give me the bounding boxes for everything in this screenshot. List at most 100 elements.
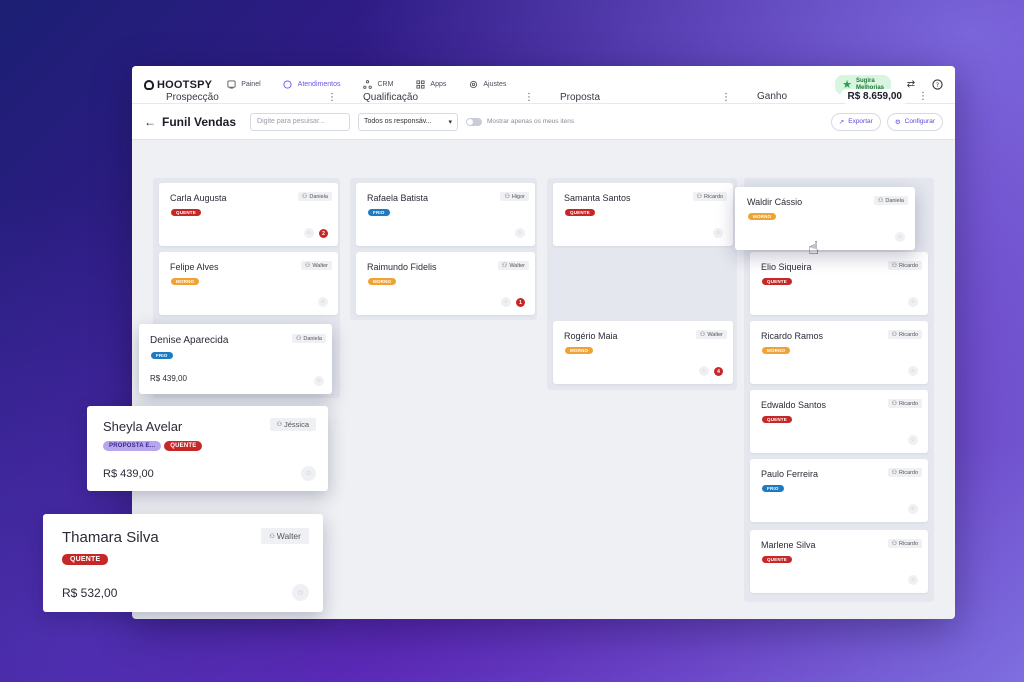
status-badge: FRIO — [762, 485, 784, 492]
owner-chip: ⚇ Jéssica — [269, 418, 316, 431]
more-icon[interactable]: ⋮ — [918, 91, 928, 102]
comment-icon[interactable]: ◌ — [713, 228, 723, 238]
svg-text:?: ? — [935, 81, 938, 89]
deal-card[interactable]: Raimundo Fidelis ⚇ Walter MORNO ◌ 1 — [356, 252, 535, 315]
status-badge: QUENTE — [171, 209, 201, 216]
top-nav: HOOTSPY Painel Atendimentos CRM Apps Aju… — [132, 66, 955, 104]
person-icon: ⚇ — [891, 541, 898, 547]
owner-chip: ⚇ Ricardo — [887, 261, 922, 270]
deal-card-dragged[interactable]: Waldir Cássio ⚇ Daniela MORNO ◌ — [735, 187, 915, 250]
unread-count: 4 — [714, 367, 723, 376]
chat-icon — [283, 80, 293, 90]
comment-icon[interactable]: ◌ — [908, 435, 918, 445]
status-badge: QUENTE — [762, 416, 792, 423]
deal-value: R$ 532,00 — [62, 586, 118, 600]
comment-icon[interactable]: ◌ — [292, 584, 309, 601]
deal-card[interactable]: Samanta Santos ⚇ Ricardo QUENTE ◌ — [553, 183, 733, 246]
person-icon: ⚇ — [699, 332, 706, 338]
deal-card[interactable]: Ricardo Ramos ⚇ Ricardo MORNO ◌ — [750, 321, 928, 384]
swap-icon[interactable]: ⇄ — [906, 79, 916, 90]
apps-icon — [415, 80, 425, 90]
column-total: R$ 8.659,00 — [839, 89, 910, 104]
person-icon: ⚇ — [269, 533, 275, 540]
comment-icon[interactable]: ◌ — [908, 504, 918, 514]
comment-icon[interactable]: ◌ — [895, 232, 905, 242]
configure-button[interactable]: ⚙ Configurar — [886, 112, 943, 131]
nav-ajustes[interactable]: Ajustes — [468, 80, 506, 90]
comment-icon[interactable]: ◌ — [501, 297, 511, 307]
deal-card[interactable]: Edwaldo Santos ⚇ Ricardo QUENTE ◌ — [750, 390, 928, 453]
export-button[interactable]: ↗ Exportar — [830, 112, 881, 131]
comment-icon[interactable]: ◌ — [304, 228, 314, 238]
owner-chip: ⚇ Ricardo — [887, 399, 922, 408]
help-icon[interactable]: ? — [931, 79, 943, 91]
deal-card[interactable]: Elio Siqueira ⚇ Ricardo QUENTE ◌ — [750, 252, 928, 315]
person-icon: ⚇ — [877, 198, 884, 204]
dashboard-icon — [226, 80, 236, 90]
comment-icon[interactable]: ◌ — [699, 366, 709, 376]
person-icon: ⚇ — [276, 422, 282, 428]
owl-icon — [144, 79, 154, 90]
status-badge: QUENTE — [62, 554, 109, 565]
deal-card-dragged[interactable]: Denise Aparecida ⚇ Daniela FRIO R$ 439,00… — [139, 324, 332, 394]
status-badge: MORNO — [565, 347, 594, 354]
owner-chip: ⚇ Daniela — [873, 196, 908, 205]
nav-crm[interactable]: CRM — [362, 80, 393, 90]
grab-cursor-icon: ☝ — [808, 238, 819, 258]
comment-icon[interactable]: ◌ — [908, 366, 918, 376]
deal-card-zoomed[interactable]: Sheyla Avelar ⚇ Jéssica PROPOSTA E... QUE… — [87, 406, 328, 491]
nav-atendimentos[interactable]: Atendimentos — [283, 80, 340, 90]
column-header-ganho: Ganho R$ 8.659,00 ⋮ — [757, 89, 928, 104]
status-badge: MORNO — [171, 278, 200, 285]
person-icon: ⚇ — [501, 263, 508, 269]
gear-icon — [468, 80, 478, 90]
deal-card[interactable]: Marlene Silva ⚇ Ricardo QUENTE ◌ — [750, 530, 928, 593]
more-icon[interactable]: ⋮ — [327, 92, 337, 103]
person-icon: ⚇ — [891, 401, 898, 407]
person-icon: ⚇ — [891, 263, 898, 269]
owner-chip: ⚇ Higor — [500, 192, 529, 201]
unread-count: 1 — [516, 298, 525, 307]
status-badge: QUENTE — [762, 278, 792, 285]
comment-icon[interactable]: ◌ — [318, 297, 328, 307]
deal-card-zoomed[interactable]: Thamara Silva ⚇ Walter QUENTE R$ 532,00 ◌ — [43, 514, 323, 612]
owner-select[interactable]: Todos os responsáv... ▾ — [358, 112, 459, 131]
owner-chip: ⚇ Ricardo — [887, 330, 922, 339]
chevron-down-icon: ▾ — [448, 118, 453, 126]
nav-painel[interactable]: Painel — [226, 80, 261, 90]
comment-icon[interactable]: ◌ — [301, 466, 316, 481]
deal-card[interactable]: Rogério Maia ⚇ Walter MORNO ◌ 4 — [553, 321, 733, 384]
owner-chip: ⚇ Walter — [300, 261, 332, 270]
nav-apps[interactable]: Apps — [415, 80, 446, 90]
status-badge: MORNO — [748, 213, 777, 220]
person-icon: ⚇ — [304, 263, 311, 269]
star-icon: ★ — [842, 78, 852, 91]
gear-icon: ⚙ — [894, 118, 901, 126]
more-icon[interactable]: ⋮ — [721, 92, 731, 103]
comment-icon[interactable]: ◌ — [908, 297, 918, 307]
status-badge: QUENTE — [164, 441, 203, 451]
person-icon: ⚇ — [891, 332, 898, 338]
deal-card[interactable]: Carla Augusta ⚇ Daniela QUENTE ◌ 2 — [159, 183, 338, 246]
unread-count: 2 — [319, 229, 328, 238]
comment-icon[interactable]: ◌ — [314, 376, 324, 386]
search-input[interactable]: Digite para pesuisar... — [250, 112, 351, 131]
deal-card[interactable]: Rafaela Batista ⚇ Higor FRIO ◌ — [356, 183, 535, 246]
comment-icon[interactable]: ◌ — [515, 228, 525, 238]
toggle-switch[interactable] — [466, 117, 483, 126]
deal-card[interactable]: Paulo Ferreira ⚇ Ricardo FRIO ◌ — [750, 459, 928, 522]
suggest-line1: Sugira — [855, 77, 875, 84]
suggest-line2: Melhorias — [855, 84, 884, 91]
back-arrow-icon[interactable]: ← — [144, 114, 156, 129]
more-icon[interactable]: ⋮ — [524, 92, 534, 103]
my-items-toggle[interactable]: Mostrar apenas os meus itens — [466, 117, 574, 126]
logo[interactable]: HOOTSPY — [144, 79, 212, 91]
column-header-qualificacao: Qualificação ⋮ — [363, 92, 534, 103]
status-badge: FRIO — [151, 352, 173, 359]
owner-chip: ⚇ Daniela — [291, 334, 326, 343]
status-badge: MORNO — [368, 278, 397, 285]
owner-chip: ⚇ Walter — [695, 330, 727, 339]
owner-chip: ⚇ Ricardo — [887, 468, 922, 477]
comment-icon[interactable]: ◌ — [908, 575, 918, 585]
deal-card[interactable]: Felipe Alves ⚇ Walter MORNO ◌ — [159, 252, 338, 315]
